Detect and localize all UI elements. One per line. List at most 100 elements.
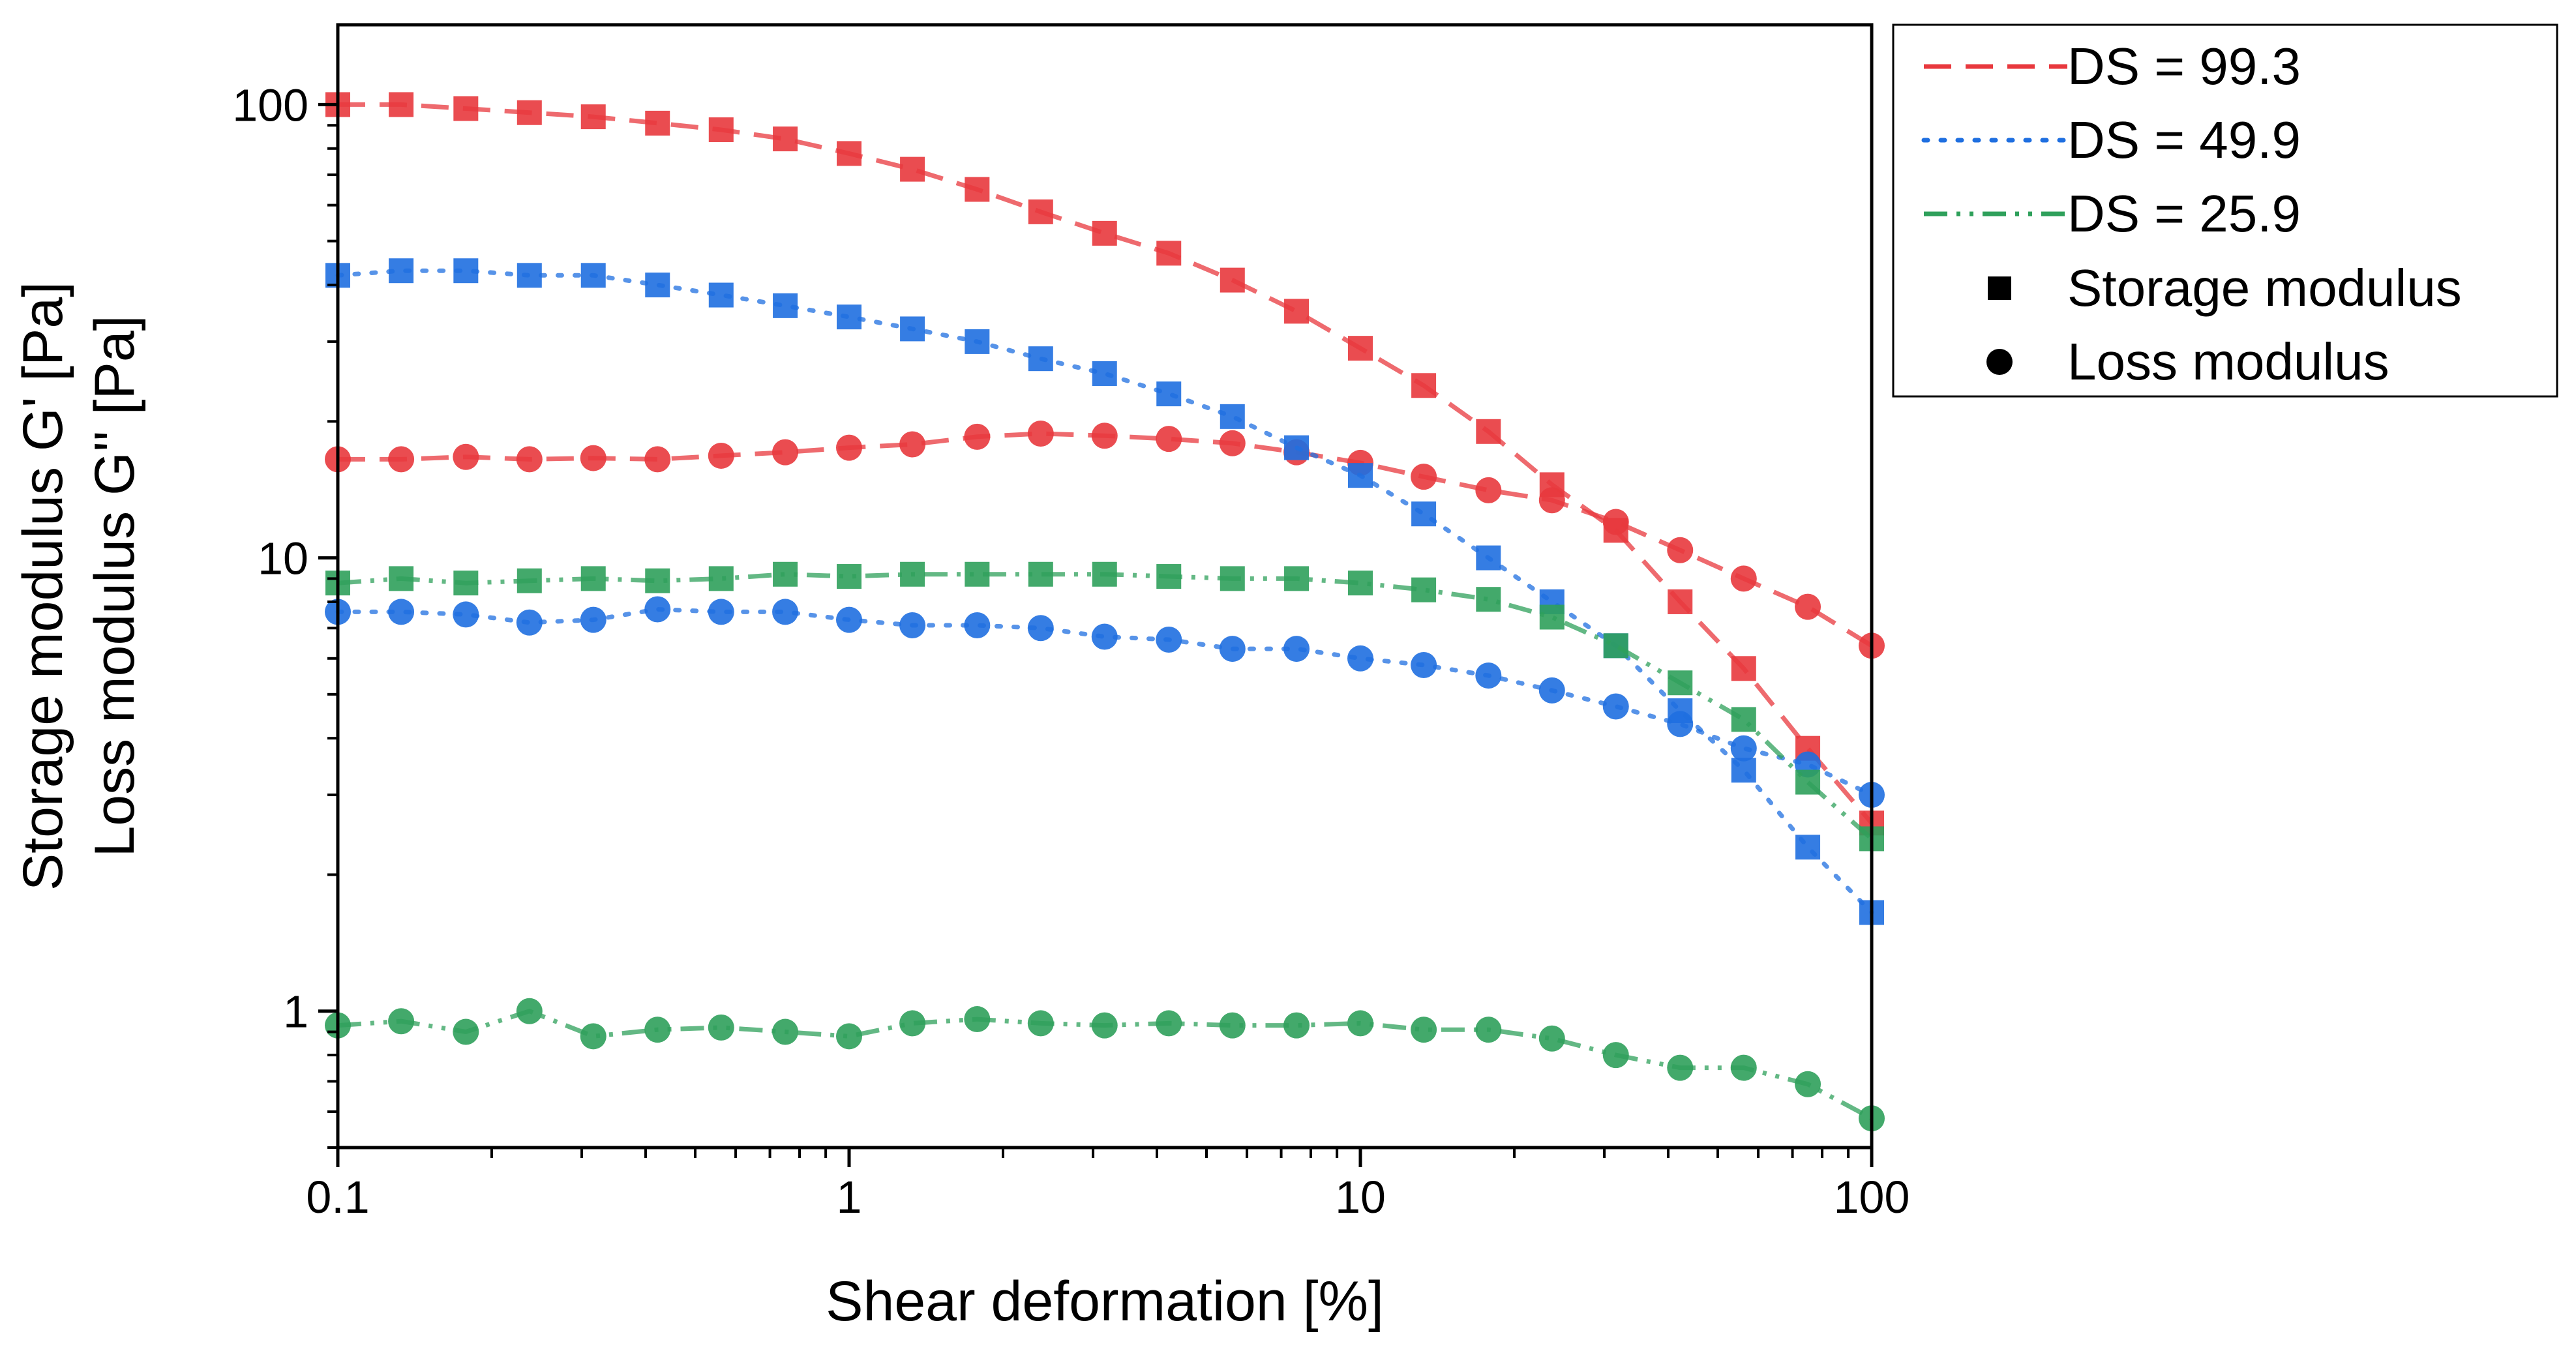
series-1-loss-point: [964, 612, 991, 638]
series-0-loss-point: [836, 434, 862, 461]
series-0-loss-point: [1156, 426, 1182, 453]
series-2-storage-point: [1028, 561, 1053, 587]
series-1-storage-point: [1156, 381, 1182, 407]
series-1-loss-point: [1347, 645, 1373, 672]
series-2-loss-point: [1795, 1071, 1821, 1097]
series-2-storage-point: [773, 561, 798, 587]
series-2-loss-point: [772, 1018, 799, 1045]
series-0-storage-point: [1668, 589, 1693, 614]
legend-label: Storage modulus: [2067, 259, 2462, 317]
series-1-loss-point: [772, 599, 799, 625]
series-0-loss-point: [708, 442, 734, 469]
series-1-storage-point: [453, 258, 479, 284]
series-1-storage-point: [1092, 361, 1117, 386]
series-2-loss-point: [1219, 1012, 1246, 1039]
series-2-storage-point: [389, 566, 414, 591]
series-2-loss-point: [1283, 1012, 1310, 1039]
series-0-loss-point: [453, 443, 479, 470]
series-0-loss-point: [1219, 430, 1246, 456]
series-0-storage-line: [338, 102, 1874, 825]
series-1-loss-point: [453, 601, 479, 628]
series-0-loss-point: [1730, 565, 1757, 592]
series-0-loss-point: [1667, 537, 1694, 563]
series-1-storage-point: [1411, 501, 1437, 527]
series-1-loss-point: [1411, 652, 1437, 679]
series-0-loss-point: [580, 445, 607, 471]
series-2-storage-point: [708, 566, 734, 591]
legend-entries: DS = 99.3 DS = 49.9 DS = 25.9 Storage modul…: [1921, 37, 2462, 391]
series-1-storage-point: [517, 263, 542, 288]
series-1-loss-point: [836, 606, 862, 633]
series-1-storage-point: [708, 282, 734, 308]
series-0-loss-point: [964, 423, 991, 450]
series-0-loss-point: [388, 446, 415, 473]
series-2-loss-point: [708, 1014, 734, 1041]
axis-layer: 0.1 1 10 100 1 10 100: [232, 80, 1910, 1223]
series-1-loss-point: [388, 599, 415, 625]
series-2-loss-point: [1538, 1025, 1565, 1052]
series-0-loss-point: [644, 446, 671, 473]
series-0-storage-point: [1028, 199, 1053, 224]
series-2-storage-point: [1411, 577, 1437, 602]
series-0-loss-line: [338, 431, 1873, 648]
series-2-storage-point: [1476, 587, 1501, 612]
series-0-storage-point: [965, 177, 990, 202]
y-axis-label-loss: Loss modulus G'' [Pa]: [83, 315, 146, 857]
series-0-storage-point: [1284, 299, 1310, 324]
series-2-loss-point: [836, 1023, 862, 1050]
series-1-loss-point: [580, 606, 607, 633]
series-0-storage-point: [453, 96, 479, 121]
series-1-loss-point: [1730, 735, 1757, 762]
series-1-storage-point: [1795, 835, 1821, 860]
series-1-loss-point: [1156, 627, 1182, 653]
series-2-loss-point: [516, 998, 543, 1024]
y-tick-label: 100: [232, 80, 308, 130]
plot-frame: [336, 23, 1874, 1150]
series-0-storage-point: [645, 110, 670, 136]
series-0-storage-point: [1348, 336, 1373, 361]
series-1-storage-point: [900, 316, 925, 342]
series-1-storage-point: [1028, 346, 1053, 372]
series-2-storage-point: [517, 568, 542, 593]
series-2-storage-point: [1348, 571, 1373, 596]
legend-circle-marker: [1986, 349, 2013, 375]
series-2-storage-point: [645, 568, 670, 593]
series-0-storage-point: [1156, 241, 1182, 266]
series-0-loss-point: [1027, 420, 1054, 447]
series-1-storage-point: [645, 273, 670, 298]
series-0-loss-point: [1411, 464, 1437, 490]
legend-box: [1892, 23, 2558, 398]
series-2-storage-point: [1539, 604, 1565, 630]
series-1-loss-point: [1091, 623, 1118, 650]
series-1-loss-point: [708, 599, 734, 625]
series-1-storage-point: [1348, 463, 1373, 488]
series-0-storage-point: [837, 141, 861, 166]
series-2-storage-point: [900, 561, 925, 587]
series-1-loss-point: [1667, 711, 1694, 737]
series-2-storage-point: [1668, 670, 1693, 696]
series-0-loss-point: [516, 446, 543, 473]
series-2-loss-point: [1411, 1017, 1437, 1043]
x-axis-label: Shear deformation [%]: [826, 1270, 1384, 1333]
series-1-storage-point: [580, 263, 606, 288]
series-0-storage-point: [708, 117, 734, 143]
series-0-storage-point: [389, 92, 414, 117]
series-2-storage-point: [1795, 769, 1821, 795]
legend: DS = 99.3 DS = 49.9 DS = 25.9 Storage modul…: [1892, 23, 2558, 398]
legend-label: DS = 49.9: [2067, 111, 2301, 169]
series-0-loss-point: [1602, 509, 1629, 535]
series-2-storage-point: [837, 564, 861, 589]
series-1-loss-point: [644, 596, 671, 623]
series-0-storage-point: [1092, 220, 1117, 246]
series-0-storage-point: [1220, 267, 1245, 293]
series-2-storage-point: [965, 561, 990, 587]
series-2-loss-point: [1156, 1010, 1182, 1037]
series-0-storage-point: [580, 104, 606, 130]
series-1-storage-point: [837, 304, 861, 330]
series-0-storage-point: [517, 100, 542, 125]
series-0-storage-point: [1476, 419, 1501, 444]
series-1-loss-point: [1283, 636, 1310, 662]
series-0-storage-point: [1731, 656, 1756, 681]
series-2-loss-point: [1475, 1017, 1502, 1043]
